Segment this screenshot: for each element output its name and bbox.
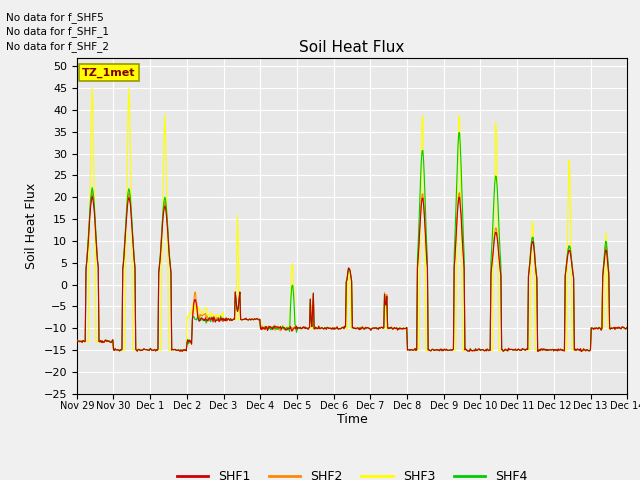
Legend: SHF1, SHF2, SHF3, SHF4: SHF1, SHF2, SHF3, SHF4	[172, 465, 532, 480]
X-axis label: Time: Time	[337, 413, 367, 426]
Text: No data for f_SHF5: No data for f_SHF5	[6, 12, 104, 23]
Text: No data for f_SHF_1: No data for f_SHF_1	[6, 26, 109, 37]
Text: TZ_1met: TZ_1met	[83, 68, 136, 78]
Y-axis label: Soil Heat Flux: Soil Heat Flux	[25, 182, 38, 269]
Title: Soil Heat Flux: Soil Heat Flux	[300, 40, 404, 55]
Text: No data for f_SHF_2: No data for f_SHF_2	[6, 41, 109, 52]
